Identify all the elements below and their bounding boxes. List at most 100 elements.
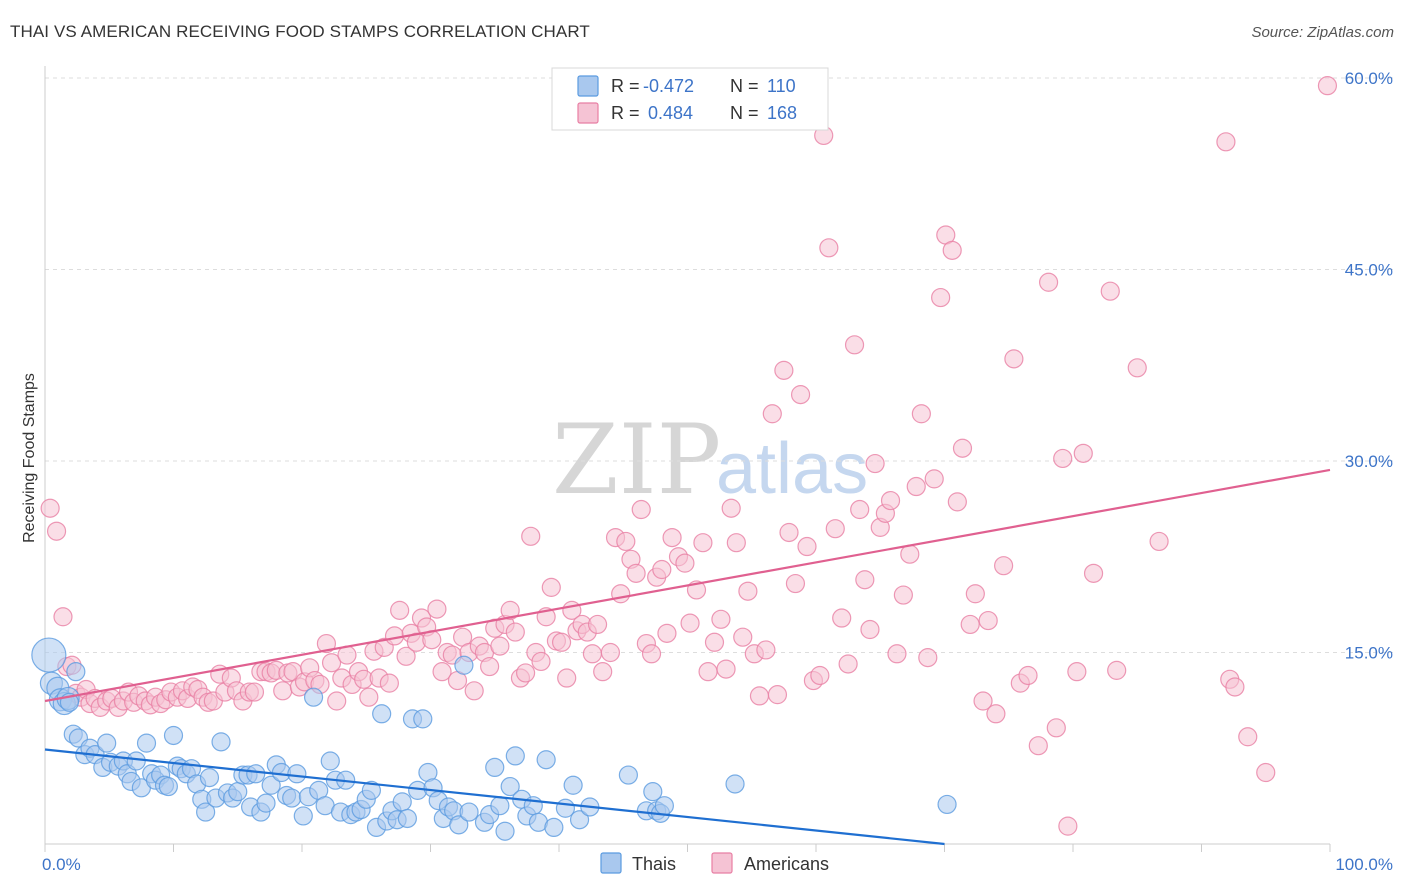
point-americans bbox=[733, 627, 753, 647]
point-thais bbox=[569, 810, 590, 830]
point-americans bbox=[865, 453, 885, 474]
point-americans bbox=[53, 607, 73, 627]
point-americans bbox=[880, 490, 901, 511]
point-thais bbox=[126, 751, 146, 771]
point-americans bbox=[855, 570, 875, 590]
point-americans bbox=[790, 385, 811, 405]
point-americans bbox=[40, 498, 60, 518]
trendline-thais bbox=[44, 748, 945, 846]
watermark: ZIP atlas bbox=[552, 404, 868, 516]
point-thais bbox=[544, 817, 564, 838]
y-axis-title: Receiving Food Stamps bbox=[21, 373, 38, 543]
point-americans bbox=[810, 665, 830, 686]
point-thais bbox=[293, 806, 313, 826]
point-americans bbox=[698, 662, 718, 682]
point-americans bbox=[726, 533, 746, 553]
grid bbox=[45, 77, 1395, 653]
point-thais bbox=[725, 774, 745, 794]
point-thais bbox=[449, 815, 469, 835]
point-americans bbox=[965, 584, 985, 604]
point-americans bbox=[716, 659, 736, 679]
point-thais bbox=[490, 796, 510, 816]
point-americans bbox=[1107, 660, 1127, 680]
point-americans bbox=[906, 476, 926, 497]
point-americans bbox=[593, 662, 613, 682]
point-americans bbox=[767, 685, 788, 705]
stats-n-label: N = bbox=[730, 76, 759, 96]
point-thais bbox=[136, 733, 157, 753]
x-tick-labels: 0.0% 100.0% bbox=[42, 855, 1393, 874]
point-thais bbox=[211, 732, 231, 752]
point-americans bbox=[505, 622, 525, 642]
point-americans bbox=[46, 521, 67, 541]
point-americans bbox=[390, 600, 410, 620]
y-tick-label: 45.0% bbox=[1345, 261, 1393, 280]
y-tick-labels: 15.0% 30.0% 45.0% 60.0% bbox=[1345, 69, 1393, 663]
point-americans bbox=[384, 626, 405, 646]
point-americans bbox=[657, 623, 677, 643]
point-americans bbox=[825, 519, 845, 539]
point-americans bbox=[942, 240, 962, 260]
x-tick-label: 0.0% bbox=[42, 855, 81, 874]
point-americans bbox=[641, 644, 662, 664]
point-americans bbox=[521, 526, 541, 546]
chart-source: Source: ZipAtlas.com bbox=[1251, 24, 1394, 41]
point-americans bbox=[396, 646, 416, 666]
point-americans bbox=[541, 577, 561, 597]
point-americans bbox=[918, 648, 938, 668]
point-thais bbox=[158, 776, 178, 797]
point-americans bbox=[662, 527, 682, 548]
point-americans bbox=[1028, 736, 1048, 756]
point-americans bbox=[652, 559, 672, 580]
point-americans bbox=[721, 498, 741, 518]
point-americans bbox=[832, 608, 852, 628]
legend-label-americans: Americans bbox=[744, 854, 829, 874]
point-americans bbox=[911, 404, 931, 424]
point-americans bbox=[819, 238, 839, 258]
stats-n-value: 168 bbox=[767, 103, 797, 123]
point-americans bbox=[994, 556, 1014, 576]
point-thais bbox=[199, 768, 220, 788]
chart-title: THAI VS AMERICAN RECEIVING FOOD STAMPS C… bbox=[10, 22, 590, 41]
point-americans bbox=[756, 640, 776, 660]
legend-item-thais[interactable]: Thais bbox=[600, 852, 676, 874]
point-americans bbox=[986, 704, 1006, 724]
stats-n-value: 110 bbox=[767, 76, 796, 96]
stats-swatch-thais bbox=[577, 75, 599, 97]
point-americans bbox=[675, 553, 695, 573]
series-americans bbox=[40, 76, 1338, 836]
watermark-atlas: atlas bbox=[716, 429, 868, 509]
point-americans bbox=[1046, 718, 1066, 738]
point-thais bbox=[320, 751, 340, 771]
point-americans bbox=[738, 581, 758, 601]
point-americans bbox=[327, 691, 347, 711]
point-americans bbox=[427, 599, 447, 619]
point-americans bbox=[1149, 531, 1169, 552]
stats-legend-row-thais: R = -0.472 N = 110 bbox=[577, 75, 796, 97]
point-americans bbox=[1100, 281, 1120, 301]
point-americans bbox=[850, 499, 870, 520]
point-americans bbox=[1256, 762, 1276, 783]
trendlines bbox=[44, 468, 1331, 846]
point-americans bbox=[860, 619, 880, 640]
bottom-legend: Thais Americans bbox=[600, 852, 829, 874]
point-americans bbox=[515, 663, 536, 683]
point-americans bbox=[1038, 272, 1059, 292]
point-thais bbox=[163, 725, 184, 746]
point-americans bbox=[838, 654, 858, 674]
point-americans bbox=[600, 642, 621, 663]
point-thais bbox=[282, 788, 302, 808]
y-tick-label: 30.0% bbox=[1345, 452, 1393, 471]
point-americans bbox=[321, 653, 342, 673]
point-americans bbox=[749, 686, 770, 706]
point-americans bbox=[960, 614, 980, 635]
point-thais bbox=[500, 776, 520, 797]
point-americans bbox=[704, 632, 725, 652]
watermark-zip: ZIP bbox=[552, 404, 721, 516]
legend-label-thais: Thais bbox=[632, 854, 676, 874]
point-americans bbox=[582, 644, 603, 664]
point-thais bbox=[256, 793, 276, 813]
legend-item-americans[interactable]: Americans bbox=[711, 852, 829, 874]
point-americans bbox=[616, 531, 636, 552]
